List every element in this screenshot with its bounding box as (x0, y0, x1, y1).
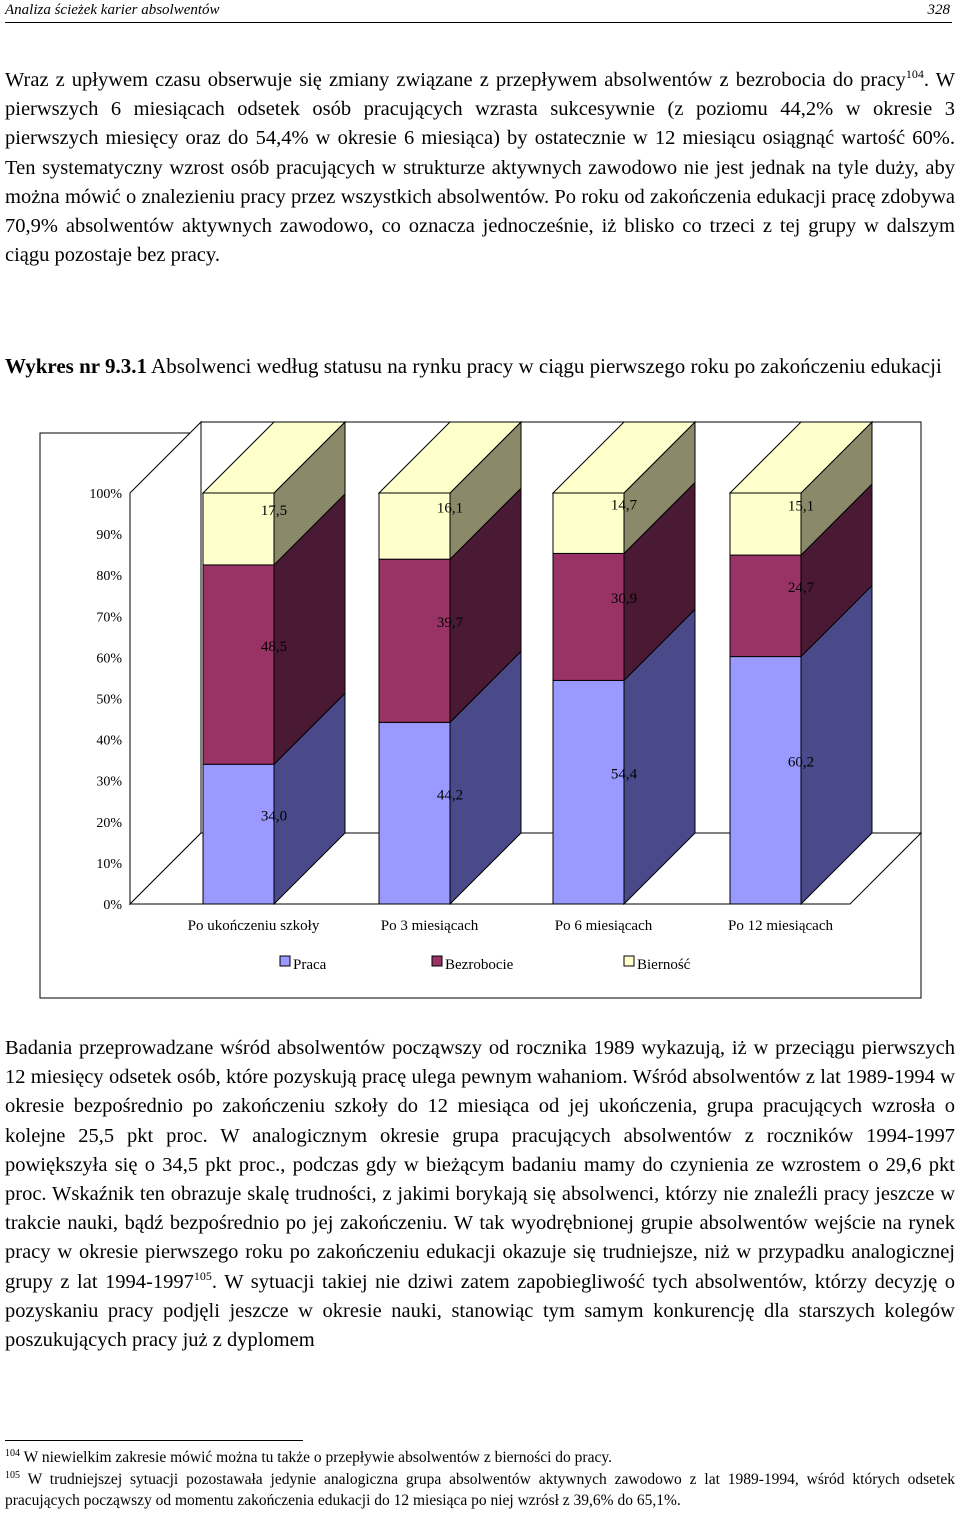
y-tick-label: 70% (96, 610, 122, 625)
footnote-ref-104[interactable]: 104 (905, 67, 924, 82)
y-tick-label: 40% (96, 734, 122, 749)
footnote-number: 104 (5, 1447, 20, 1459)
running-title: Analiza ścieżek karier absolwentów (5, 2, 220, 18)
x-category-label: Po 6 miesiącach (555, 918, 653, 934)
chart-back-wall (200, 421, 922, 834)
paragraph-intro: Wraz z upływem czasu obserwuje się zmian… (5, 66, 955, 270)
page-header: Analiza ścieżek karier absolwentów 328 (5, 0, 952, 23)
x-category-label: Po 3 miesiącach (381, 918, 479, 934)
footnote-text: W niewielkim zakresie mówić można tu tak… (20, 1449, 612, 1466)
bar-segment (729, 656, 802, 905)
paragraph-analysis: Badania przeprowadzane wśród absolwentów… (5, 1034, 955, 1355)
data-label: 24,7 (788, 580, 815, 596)
data-label: 17,5 (261, 503, 287, 519)
data-label: 54,4 (611, 766, 638, 782)
bar-top-face (201, 421, 347, 494)
bar-top-face (551, 421, 697, 494)
bar-segment-side (800, 420, 873, 557)
footnote-text: W trudniejszej sytuacji pozostawała jedy… (5, 1471, 955, 1509)
data-label: 44,2 (437, 787, 463, 803)
legend-label: Praca (293, 957, 327, 973)
bar-segment-side (449, 420, 522, 561)
paragraph-analysis-text-cont: . W sytuacji takiej nie dziwi zatem zapo… (5, 1270, 955, 1352)
footnote-ref-105[interactable]: 105 (193, 1268, 212, 1283)
y-tick-label: 100% (89, 487, 122, 502)
data-label: 60,2 (788, 755, 814, 771)
legend-swatch (623, 955, 635, 967)
bar-segment (202, 564, 275, 765)
chart-side-wall (129, 420, 202, 906)
y-tick-label: 80% (96, 569, 122, 584)
bar-segment (378, 492, 451, 560)
chart-caption: Wykres nr 9.3.1 Absolwenci według status… (5, 352, 955, 381)
bar-segment (202, 763, 275, 905)
bar-segment (552, 679, 625, 905)
bar-segment-side (623, 420, 696, 555)
data-label: 16,1 (437, 500, 463, 516)
data-label: 34,0 (261, 808, 287, 824)
footnote-105: 105 W trudniejszej sytuacji pozostawała … (5, 1469, 955, 1511)
data-label: 15,1 (788, 498, 814, 514)
bar-segment-side (273, 492, 346, 766)
footnote-104: 104 W niewielkim zakresie mówić można tu… (5, 1447, 955, 1468)
legend-swatch (431, 955, 443, 967)
paragraph-analysis-text: Badania przeprowadzane wśród absolwentów… (5, 1037, 955, 1293)
bar-segment (378, 721, 451, 905)
paragraph-intro-text-cont: . W pierwszych 6 miesiącach odsetek osób… (5, 69, 955, 267)
chart-caption-label: Wykres nr 9.3.1 (5, 354, 147, 378)
y-tick-label: 60% (96, 651, 122, 666)
y-tick-label: 10% (96, 857, 122, 872)
bar-segment-side (449, 650, 522, 906)
bar-segment-side (800, 584, 873, 906)
bar-segment-side (449, 486, 522, 724)
x-category-label: Po ukończeniu szkoły (188, 918, 320, 934)
x-category-label: Po 12 miesiącach (728, 918, 833, 934)
chart-frame (39, 432, 922, 999)
bar-segment (552, 552, 625, 681)
y-tick-label: 30% (96, 775, 122, 790)
bar-top-face (728, 421, 874, 494)
footnote-separator (5, 1440, 303, 1441)
data-label: 48,5 (261, 639, 287, 655)
data-label: 30,9 (611, 591, 637, 607)
bar-top-face (377, 421, 523, 494)
legend-swatch (279, 955, 291, 967)
legend-label: Bierność (637, 957, 691, 973)
bar-segment-side (273, 420, 346, 567)
data-label: 14,7 (611, 497, 638, 513)
bar-segment (378, 558, 451, 723)
bar-segment-side (800, 482, 873, 658)
footnote-number: 105 (5, 1469, 20, 1481)
chart-floor (128, 832, 923, 905)
paragraph-intro-text: Wraz z upływem czasu obserwuje się zmian… (5, 69, 906, 91)
page-number: 328 (927, 2, 951, 18)
bar-segment (729, 492, 802, 556)
bar-segment (729, 554, 802, 658)
chart-caption-text: Absolwenci według statusu na rynku pracy… (146, 354, 942, 378)
data-label: 39,7 (437, 615, 464, 631)
bar-segment (552, 492, 625, 554)
y-tick-label: 0% (103, 898, 122, 913)
y-tick-label: 20% (96, 816, 122, 831)
y-tick-label: 90% (96, 528, 122, 543)
bar-segment-side (623, 481, 696, 682)
y-tick-label: 50% (96, 693, 122, 708)
bar-segment-side (623, 608, 696, 906)
bar-segment (202, 492, 275, 566)
legend-label: Bezrobocie (445, 957, 514, 973)
bar-segment-side (273, 692, 346, 906)
